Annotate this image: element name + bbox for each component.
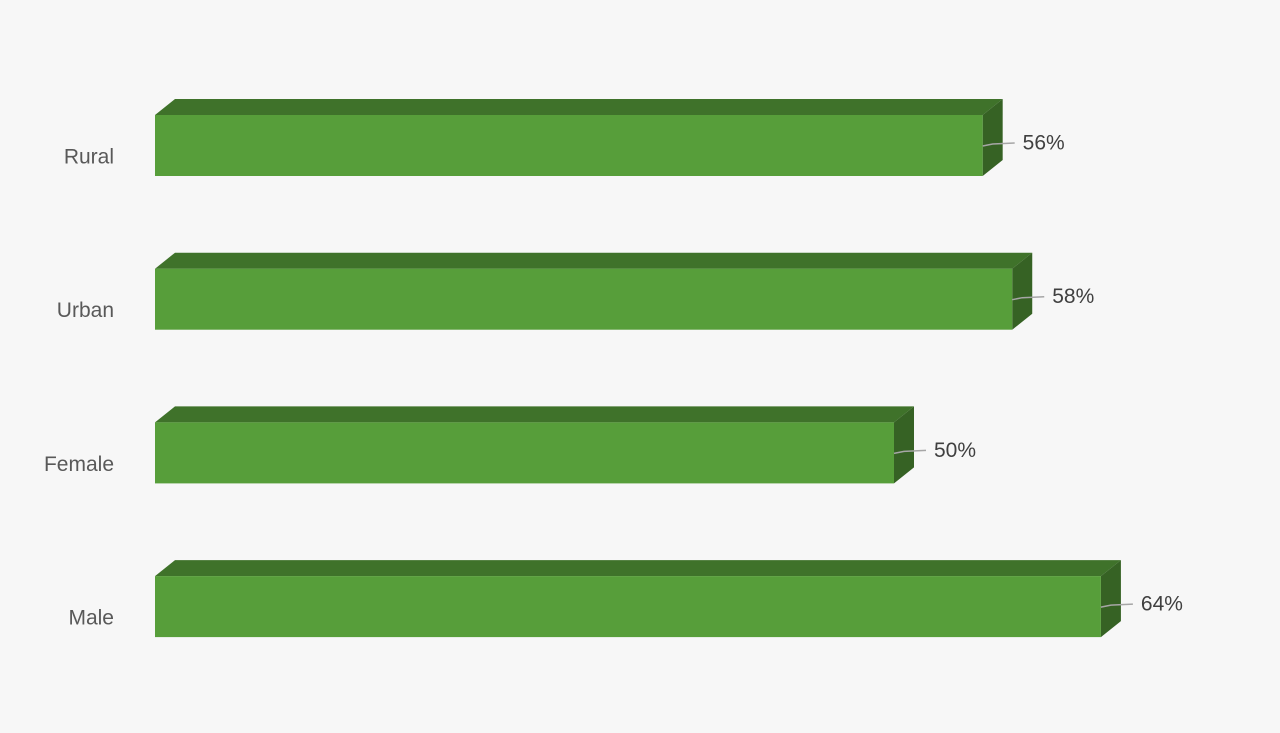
bar-top (155, 252, 1033, 269)
value-label: 56% (1023, 132, 1065, 155)
category-label: Rural (64, 146, 114, 169)
bar (155, 115, 983, 176)
category-label: Male (68, 607, 114, 630)
category-label: Female (44, 453, 114, 476)
leader-line (893, 449, 927, 455)
bar-top (155, 560, 1121, 577)
bar-side (1012, 252, 1033, 330)
leader-line (1012, 295, 1045, 301)
category-label: Urban (57, 299, 114, 322)
bar-side (982, 99, 1003, 176)
value-label: 64% (1141, 593, 1183, 616)
leader-line (982, 142, 1015, 147)
bar-side (894, 406, 914, 484)
bar (155, 576, 1101, 638)
value-label: 58% (1052, 285, 1094, 308)
bar-side (1100, 560, 1121, 638)
leader-line (1100, 603, 1133, 608)
bar-top (155, 99, 1003, 115)
value-label: 50% (934, 439, 976, 462)
bar (155, 268, 1013, 330)
bar (155, 422, 894, 484)
bar-top (155, 406, 914, 423)
